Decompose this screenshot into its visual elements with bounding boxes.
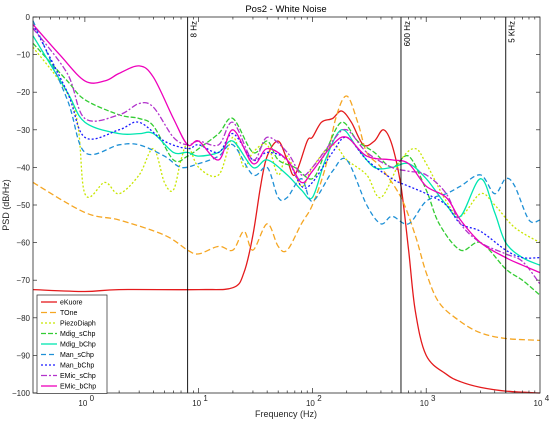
legend-entry: EMic_sChp [60, 373, 96, 380]
x-tick-exponent: 4 [545, 394, 550, 403]
y-tick-label: −10 [16, 51, 30, 60]
y-tick-label: −40 [16, 163, 30, 172]
y-tick-label: −30 [16, 126, 30, 135]
plot-background [33, 17, 540, 393]
legend: eKuore TOne PiezoDiaph Mdig_sChp Mdig_bChp Ma… [36, 294, 108, 394]
series-line-ekuore [32, 110, 541, 394]
x-tick-label: 10 [306, 399, 315, 408]
legend-entry: eKuore [60, 300, 83, 307]
y-tick-label: −80 [16, 314, 30, 323]
x-tick-label: 10 [534, 399, 543, 408]
axes: 0−10−20−30−40−50−60−70−80−90−10010010110… [12, 13, 550, 408]
y-tick-label: −50 [16, 201, 30, 210]
legend-entry: TOne [60, 310, 77, 317]
x-tick-exponent: 1 [203, 394, 208, 403]
x-tick-exponent: 0 [90, 394, 95, 403]
legend-entry: Mdig_bChp [60, 342, 96, 349]
y-axis-label: PSD (dB/Hz) [1, 179, 11, 231]
y-tick-label: −60 [16, 239, 30, 248]
y-tick-label: 0 [26, 13, 31, 22]
series-line-emic-schp [32, 27, 541, 285]
series-line-piezodiaph [32, 46, 541, 244]
x-tick-label: 10 [420, 399, 429, 408]
legend-entry: PiezoDiaph [60, 321, 96, 328]
legend-entry: Mdig_sChp [60, 331, 96, 338]
y-tick-label: −20 [16, 88, 30, 97]
vline-label-600: 600 Hz [403, 21, 412, 46]
x-tick-exponent: 3 [431, 394, 436, 403]
chart-title: Pos2 - White Noise [245, 4, 326, 15]
x-tick-exponent: 2 [317, 394, 322, 403]
legend-entry: Man_sChp [60, 352, 94, 359]
series-line-tone [32, 95, 541, 342]
series-line-emic-bchp [32, 24, 541, 274]
vertical-markers: 8 Hz 600 Hz 5 KHz [187, 17, 517, 393]
x-axis-label: Frequency (Hz) [255, 409, 317, 419]
series-line-man-schp [32, 20, 541, 225]
x-tick-label: 10 [192, 399, 201, 408]
x-tick-label: 10 [78, 399, 87, 408]
series-line-mdig-schp [32, 42, 541, 296]
vline-label-5000: 5 KHz [508, 21, 517, 43]
series-layer [32, 20, 541, 394]
legend-entry: EMic_bChp [60, 384, 96, 391]
legend-entry: Man_bChp [60, 363, 94, 370]
y-tick-label: −100 [12, 389, 31, 398]
y-tick-label: −70 [16, 276, 30, 285]
series-line-mdig-bchp [32, 35, 541, 266]
y-tick-label: −90 [16, 351, 30, 360]
vline-label-8: 8 Hz [190, 21, 199, 37]
